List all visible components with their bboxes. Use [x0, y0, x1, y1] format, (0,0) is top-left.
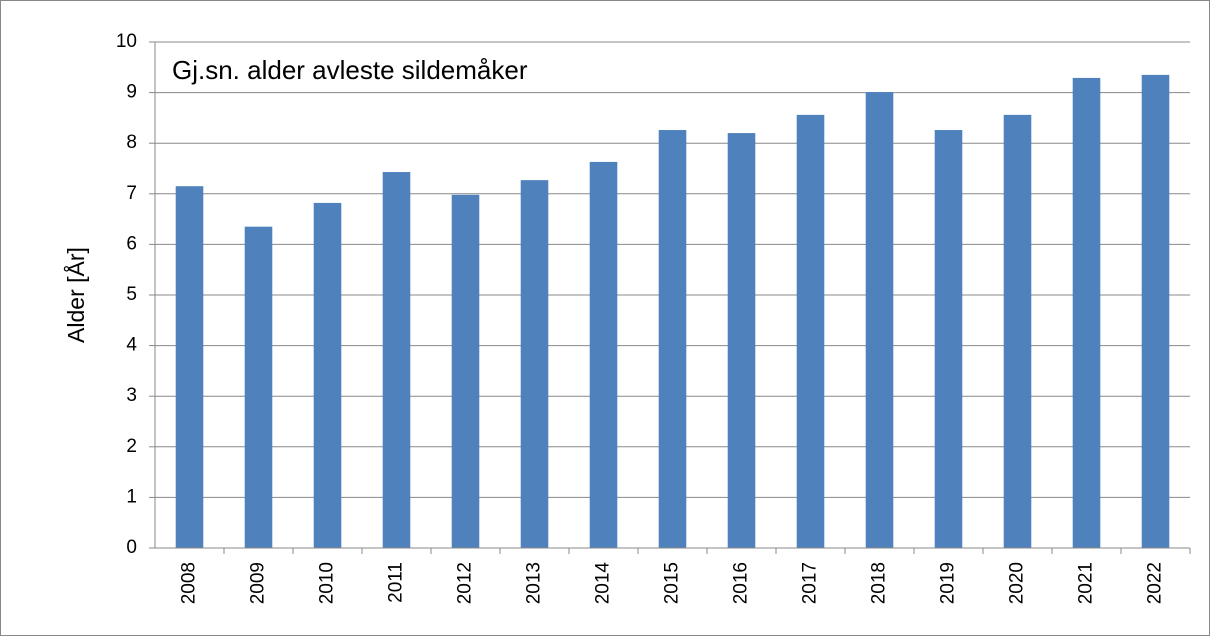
- bar: [658, 130, 687, 548]
- bar: [451, 194, 480, 548]
- bar: [865, 92, 894, 549]
- y-tick-label: 10: [116, 31, 137, 52]
- x-tick-label: 2014: [593, 562, 614, 605]
- y-tick-label: 8: [126, 132, 137, 153]
- bar: [382, 172, 411, 549]
- bar: [589, 161, 618, 548]
- x-tick-label: 2010: [317, 562, 338, 604]
- bar: [1003, 114, 1032, 548]
- bar: [1072, 77, 1101, 549]
- y-tick-label: 0: [126, 537, 137, 558]
- x-tick-label: 2016: [731, 562, 752, 604]
- y-tick-label: 5: [126, 284, 137, 305]
- y-tick-label: 2: [126, 436, 137, 457]
- y-axis-label: Alder [År]: [62, 247, 89, 343]
- x-tick-label: 2021: [1076, 562, 1097, 604]
- x-tick-label: 2019: [938, 562, 959, 604]
- x-tick-label: 2017: [800, 562, 821, 604]
- bar: [520, 180, 549, 548]
- y-tick-label: 9: [126, 82, 137, 103]
- y-tick-label: 4: [126, 335, 137, 356]
- y-tick-label: 1: [126, 486, 137, 507]
- y-tick-label: 7: [126, 183, 137, 204]
- bar: [934, 130, 963, 548]
- x-tick-label: 2008: [179, 562, 200, 604]
- x-tick-label: 2015: [662, 562, 683, 604]
- chart-title: Gj.sn. alder avleste sildemåker: [172, 55, 528, 85]
- bar: [175, 186, 204, 548]
- x-tick-label: 2012: [455, 562, 476, 604]
- x-tick-label: 2018: [869, 562, 890, 604]
- y-tick-label: 3: [126, 385, 137, 406]
- y-tick-label: 6: [126, 233, 137, 254]
- bar: [727, 133, 756, 548]
- x-tick-label: 2013: [524, 562, 545, 604]
- bar: [796, 114, 825, 548]
- x-tick-label: 2020: [1007, 562, 1028, 604]
- bar: [244, 226, 273, 548]
- bar: [1141, 74, 1170, 548]
- x-tick-label: 2022: [1145, 562, 1166, 604]
- bar: [313, 202, 342, 548]
- x-tick-label: 2009: [248, 562, 269, 604]
- x-tick-label: 2011: [386, 562, 407, 603]
